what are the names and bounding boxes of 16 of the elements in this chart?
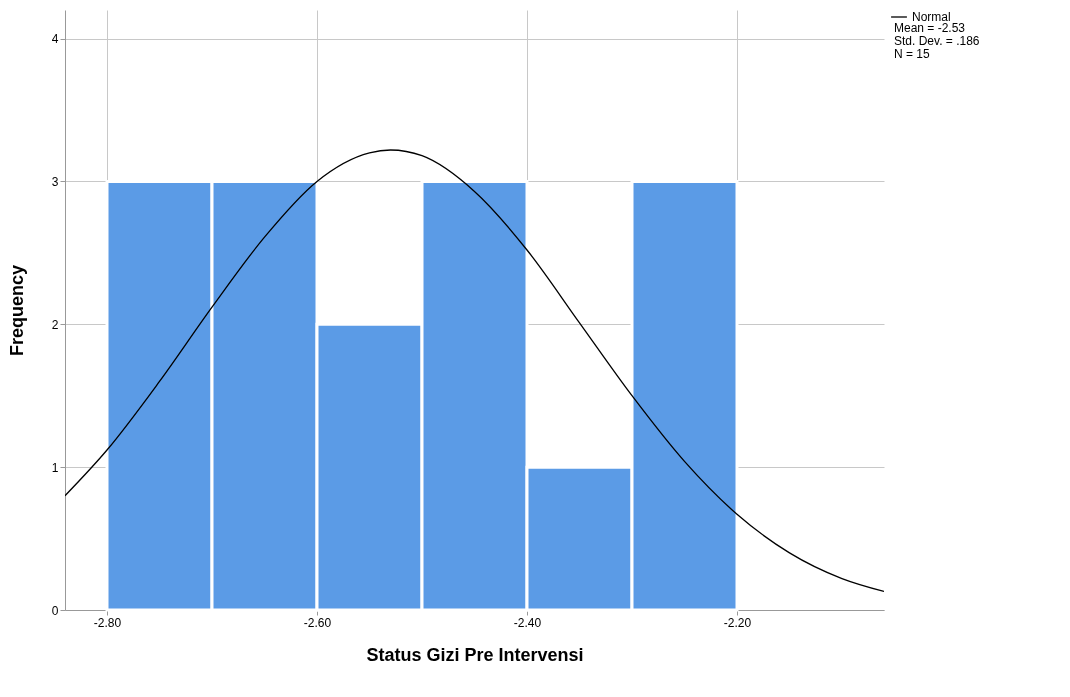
text: N = 15 xyxy=(894,47,931,61)
y-axis-title: Frequency xyxy=(6,264,27,357)
x-tick-label: -2.60 xyxy=(303,615,332,630)
x-tick-label: -2.40 xyxy=(513,615,542,630)
x-tick-label: -2.20 xyxy=(723,615,752,630)
line-series xyxy=(65,149,884,593)
legend-label: Normal xyxy=(912,10,951,24)
x-axis-title: Status Gizi Pre Intervensi xyxy=(366,644,584,665)
y-tick-label: 2 xyxy=(51,317,59,332)
text: Mean = -2.53 xyxy=(894,21,966,35)
text: Std. Dev. = .186 xyxy=(894,34,980,48)
y-tick-label: 0 xyxy=(51,603,59,618)
x-tick-label: -2.80 xyxy=(93,615,122,630)
y-tick-label: 3 xyxy=(51,174,59,189)
y-tick-label: 1 xyxy=(51,460,59,475)
y-tick-label: 4 xyxy=(51,32,59,47)
